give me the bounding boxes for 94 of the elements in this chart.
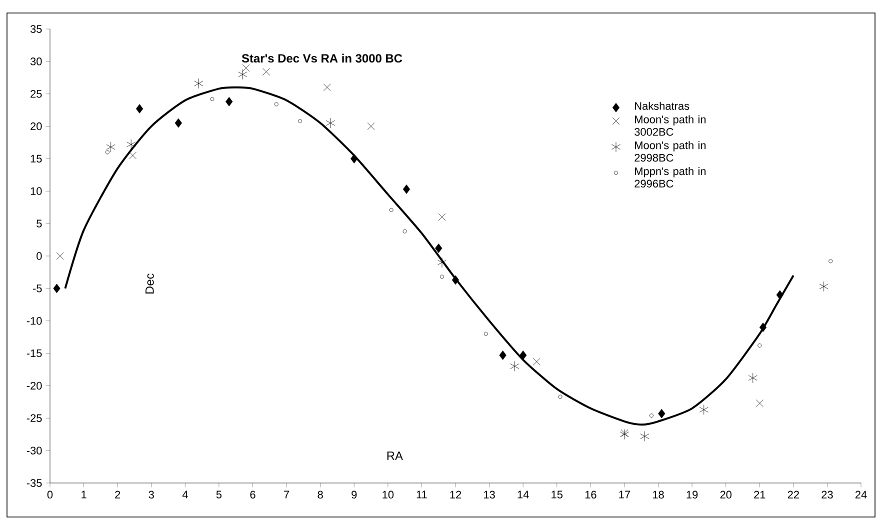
x-tick-label: 13: [484, 490, 495, 499]
x-tick-label: 17: [619, 490, 630, 498]
y-tick-label: -25: [26, 414, 42, 422]
point: [262, 68, 270, 76]
x-tick-label: 1: [82, 490, 86, 498]
x-tick-label: 22: [788, 490, 799, 498]
point: [53, 284, 60, 294]
legend-label: Nakshatras: [635, 102, 690, 110]
point: [126, 139, 136, 150]
x-tick-label: 6: [250, 490, 256, 499]
point: [520, 350, 527, 360]
point: [440, 274, 444, 279]
x-tick-label: 0: [47, 490, 53, 499]
point: [210, 97, 214, 102]
y-tick-label: -15: [26, 349, 42, 358]
point: [106, 142, 116, 152]
point: [452, 275, 460, 285]
point: [435, 244, 442, 253]
point: [298, 119, 302, 124]
point: [136, 104, 144, 114]
y-tick-label: 35: [30, 25, 42, 33]
point: [756, 400, 764, 407]
x-tick-label: 16: [585, 490, 596, 499]
point: [226, 96, 233, 106]
point: [510, 361, 520, 372]
point: [242, 64, 250, 72]
point: [438, 213, 446, 221]
point: [499, 350, 506, 360]
x-tick-label: 23: [822, 490, 833, 499]
point: [194, 78, 204, 89]
point: [558, 394, 562, 399]
point: [759, 322, 767, 332]
x-tick-label: 9: [352, 490, 357, 499]
point: [699, 404, 708, 415]
point: [402, 229, 407, 234]
x-tick-label: 4: [182, 490, 188, 498]
point: [776, 290, 784, 300]
x-tick-label: 21: [754, 490, 766, 498]
point: [828, 259, 833, 264]
y-tick-label: 15: [30, 154, 42, 163]
point: [819, 281, 828, 292]
y-axis-title: Dec: [146, 274, 154, 294]
point: [620, 429, 629, 440]
y-tick-label: -20: [26, 382, 42, 390]
point: [238, 69, 248, 80]
y-tick-label: -5: [32, 284, 42, 292]
point: [484, 332, 488, 336]
point: [620, 429, 628, 437]
x-tick-label: 15: [552, 490, 563, 498]
legend-label: Moon's path in 3002BC: [634, 115, 706, 136]
point: [323, 84, 331, 92]
y-tick-label: 10: [30, 187, 42, 196]
point: [174, 118, 182, 128]
x-tick-label: 5: [216, 490, 222, 498]
point: [748, 372, 758, 384]
y-tick-label: 0: [36, 252, 42, 260]
x-tick-label: 10: [382, 490, 394, 499]
point: [326, 118, 335, 128]
point: [56, 252, 64, 260]
x-tick-label: 11: [416, 490, 427, 498]
y-tick-label: 20: [30, 122, 42, 130]
point: [389, 208, 394, 212]
point: [437, 257, 446, 268]
x-tick-label: 8: [318, 490, 323, 499]
y-tick-label: 30: [30, 58, 42, 66]
x-tick-label: 3: [148, 490, 154, 499]
text: Star's Dec Vs RA in 3000 BC: [242, 54, 402, 63]
y-tick-label: 5: [36, 220, 42, 228]
x-tick-label: 12: [450, 490, 462, 498]
point: [274, 102, 278, 106]
legend-label: Moon's path in 2998BC: [634, 141, 706, 162]
x-tick-label: 20: [720, 490, 732, 499]
point: [129, 152, 137, 160]
x-tick-label: 2: [115, 490, 120, 498]
x-tick-label: 19: [686, 490, 698, 499]
y-tick-label: -35: [26, 479, 42, 487]
point: [640, 431, 650, 442]
x-tick-label: 18: [652, 490, 664, 499]
point: [350, 154, 358, 164]
point: [367, 122, 375, 130]
legend-label: Mppn's path in 2996BC: [634, 167, 706, 188]
x-axis-title: RA: [387, 452, 403, 460]
x-tick-label: 24: [855, 490, 867, 498]
y-tick-label: -30: [26, 446, 42, 454]
point: [532, 358, 540, 366]
point: [650, 414, 654, 418]
point: [402, 184, 410, 194]
x-tick-label: 14: [518, 490, 529, 498]
y-tick-label: 25: [30, 90, 42, 98]
line-series: [64, 86, 794, 426]
point: [758, 344, 762, 348]
y-tick-label: -10: [26, 316, 42, 325]
x-tick-label: 7: [284, 490, 290, 498]
point: [658, 408, 666, 418]
